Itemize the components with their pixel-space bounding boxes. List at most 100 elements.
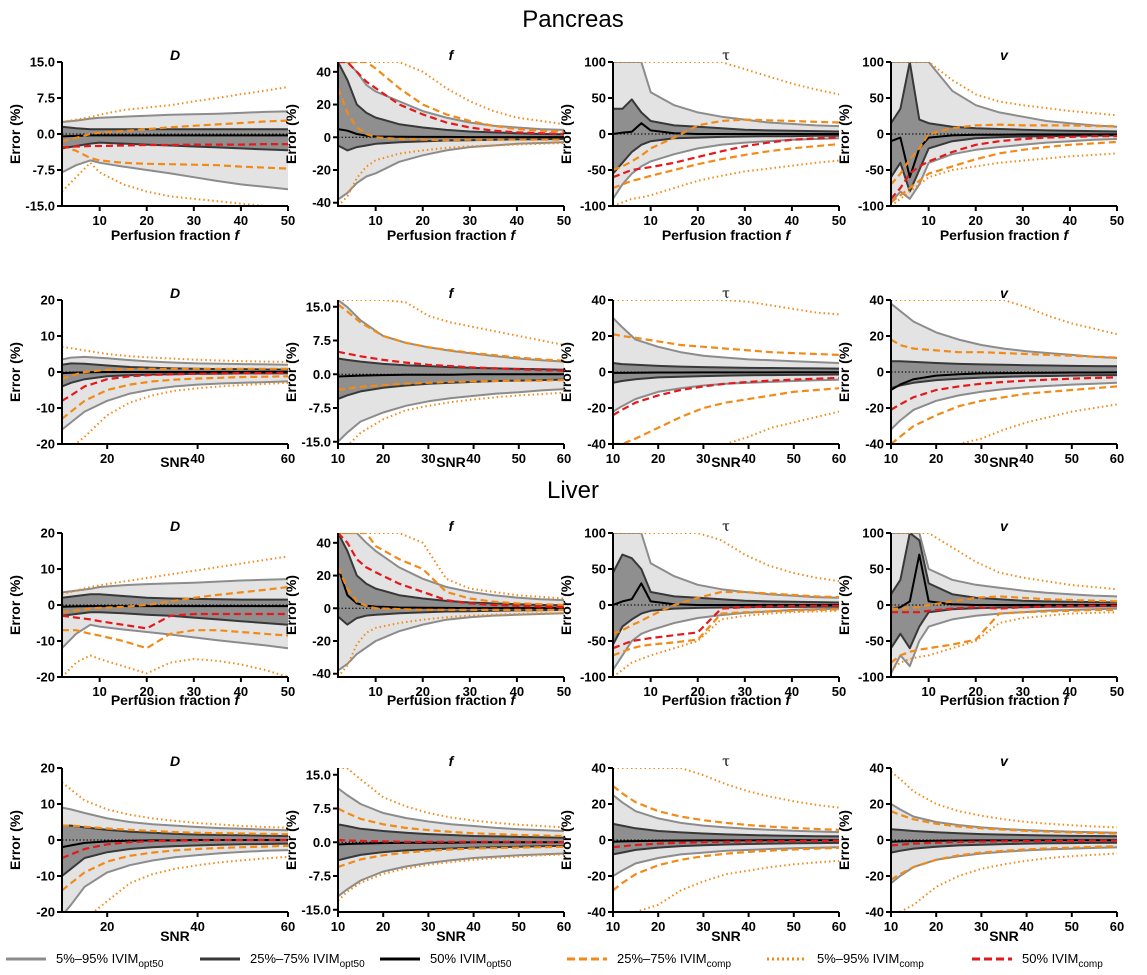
line-p25-opt50 xyxy=(62,842,288,877)
x-tick-label: 20 xyxy=(416,684,430,699)
x-tick-label: 40 xyxy=(190,919,204,934)
y-axis-label: Error (%) xyxy=(836,575,852,635)
line-p75-comp xyxy=(613,785,839,831)
x-tick-label: 40 xyxy=(1019,451,1033,466)
panel-title: v xyxy=(1000,47,1009,63)
line-p50-comp xyxy=(62,838,288,860)
y-axis-label: Error (%) xyxy=(283,342,299,402)
x-tick-label: 40 xyxy=(785,684,799,699)
y-tick-label: 0 xyxy=(877,365,884,380)
x-tick-label: 40 xyxy=(785,213,799,228)
band-25-75-opt50 xyxy=(338,358,564,399)
line-p50-comp xyxy=(62,371,288,402)
line-p25-opt50 xyxy=(62,611,288,626)
x-tick-label: 20 xyxy=(969,213,983,228)
y-tick-label: -40 xyxy=(587,905,606,920)
y-tick-label: 10 xyxy=(41,329,55,344)
x-tick-label: 10 xyxy=(331,451,345,466)
y-tick-label: 0 xyxy=(599,127,606,142)
line-p50-opt50 xyxy=(338,373,564,378)
legend-label: 50% IVIMopt50 xyxy=(430,951,512,970)
x-tick-label: 30 xyxy=(696,919,710,934)
x-tick-label: 40 xyxy=(234,684,248,699)
y-tick-label: -20 xyxy=(312,634,331,649)
x-tick-label: 20 xyxy=(140,213,154,228)
panel-11: 100 50 0 -50 -100 10 20 30 40 50 τ Error (%) Perfusi… xyxy=(558,519,846,708)
y-tick-label: 20 xyxy=(592,329,606,344)
x-tick-label: 50 xyxy=(832,684,846,699)
panel-1: 15.0 7.5 0.0 -7.5 -15.0 10 20 30 40 50 D Error (%) P… xyxy=(7,47,295,243)
y-tick-label: 20 xyxy=(41,761,55,776)
band-5-95-opt50 xyxy=(62,807,288,912)
x-axis-label: SNR xyxy=(436,454,466,470)
y-tick-label: -10 xyxy=(36,634,55,649)
x-tick-label: 10 xyxy=(368,213,382,228)
line-p75-comp xyxy=(338,303,564,362)
y-tick-label: 20 xyxy=(870,329,884,344)
plot-area xyxy=(62,345,288,444)
x-tick-label: 60 xyxy=(557,919,571,934)
panel-title: f xyxy=(449,285,455,301)
line-p75-comp xyxy=(613,590,839,635)
y-tick-label: 40 xyxy=(870,761,884,776)
y-tick-label: 20 xyxy=(592,797,606,812)
x-axis-label: Perfusion fraction f xyxy=(111,692,241,708)
x-tick-label: 20 xyxy=(140,684,154,699)
panel-9: 20 10 0 -10 -20 10 20 30 40 50 D Error (%) Perfusion… xyxy=(7,518,295,708)
line-p5-comp xyxy=(891,152,1117,206)
y-tick-label: -40 xyxy=(587,437,606,452)
x-tick-label: 40 xyxy=(234,213,248,228)
band-25-75-opt50 xyxy=(338,62,564,151)
y-tick-label: 15.0 xyxy=(306,767,331,782)
panel-title: v xyxy=(1000,518,1009,534)
y-axis-label: Error (%) xyxy=(558,810,574,870)
panel-3: 100 50 0 -50 -100 10 20 30 40 50 τ Error (%) Perfusi… xyxy=(558,48,846,243)
line-p95-comp xyxy=(613,768,839,809)
line-p50-opt50 xyxy=(613,371,839,374)
x-tick-label: 10 xyxy=(884,451,898,466)
line-p25-comp xyxy=(62,375,288,420)
line-p75-opt50 xyxy=(891,62,1117,133)
x-tick-label: 30 xyxy=(1016,684,1030,699)
line-p5-opt50 xyxy=(613,846,839,877)
y-axis-label: Error (%) xyxy=(7,104,23,164)
y-tick-label: 15.0 xyxy=(30,55,55,70)
y-tick-label: -20 xyxy=(587,401,606,416)
x-tick-label: 20 xyxy=(651,919,665,934)
legend-label: 50% IVIMcomp xyxy=(1022,951,1103,970)
line-p75-opt50 xyxy=(338,357,564,371)
line-p5-opt50 xyxy=(891,607,1117,674)
line-p5-opt50 xyxy=(62,159,288,191)
legend-item-comp-median: 50% IVIMcomp xyxy=(972,951,1103,970)
y-tick-label: 20 xyxy=(870,797,884,812)
x-tick-label: 50 xyxy=(787,451,801,466)
y-tick-label: -7.5 xyxy=(309,869,331,884)
y-tick-label: -40 xyxy=(865,437,884,452)
y-axis-label: Error (%) xyxy=(7,575,23,635)
line-p50-comp xyxy=(891,376,1117,411)
y-tick-label: 40 xyxy=(317,535,331,550)
legend-label: 5%–95% IVIMopt50 xyxy=(56,951,164,970)
y-axis-label: Error (%) xyxy=(283,810,299,870)
y-tick-label: 0 xyxy=(599,598,606,613)
line-p5-opt50 xyxy=(338,852,564,898)
y-tick-label: -40 xyxy=(865,905,884,920)
line-p50-opt50 xyxy=(613,839,839,843)
x-axis-label: Perfusion fraction f xyxy=(662,227,792,243)
line-p25-opt50 xyxy=(613,841,839,856)
x-tick-label: 10 xyxy=(368,684,382,699)
panel-10: 40 20 0 -20 -40 10 20 30 40 50 f Error (%) Perfusion… xyxy=(283,518,571,708)
x-tick-label: 50 xyxy=(1065,919,1079,934)
x-axis-label: SNR xyxy=(711,928,741,944)
line-p95-comp xyxy=(613,300,839,316)
line-p75-comp xyxy=(338,533,564,607)
line-p25-comp xyxy=(891,385,1117,444)
x-tick-label: 40 xyxy=(510,684,524,699)
y-tick-label: 40 xyxy=(317,64,331,79)
plot-area xyxy=(338,768,564,902)
legend-item-outer: 5%–95% IVIMopt50 xyxy=(6,951,164,970)
x-tick-label: 50 xyxy=(281,213,295,228)
